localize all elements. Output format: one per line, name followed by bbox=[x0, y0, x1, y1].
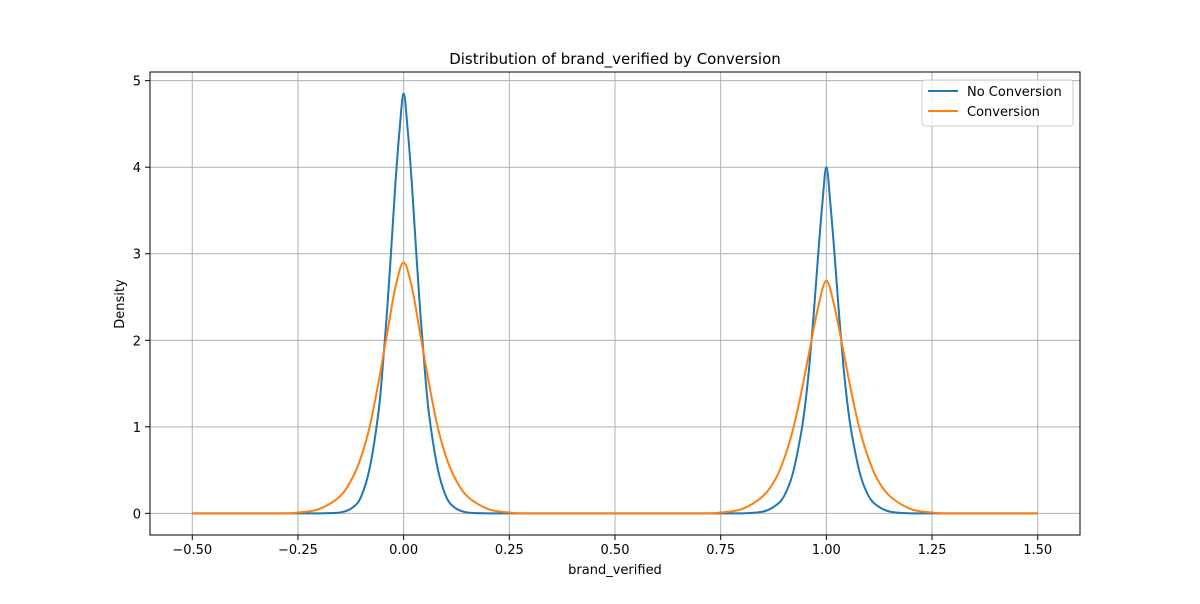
y-tick-label: 2 bbox=[133, 334, 141, 349]
y-tick-label: 0 bbox=[133, 507, 141, 522]
series-line-conversion bbox=[192, 261, 1038, 515]
x-tick-label: −0.25 bbox=[278, 543, 318, 558]
x-tick-label: 0.25 bbox=[495, 543, 524, 558]
legend-label-no-conversion: No Conversion bbox=[967, 85, 1062, 100]
y-axis-ticks: 0 1 2 3 4 5 bbox=[133, 75, 150, 522]
x-tick-label: 0.00 bbox=[389, 543, 418, 558]
y-tick-label: 1 bbox=[133, 421, 141, 436]
x-tick-label: −0.50 bbox=[172, 543, 212, 558]
y-tick-label: 3 bbox=[133, 248, 141, 263]
legend-box bbox=[921, 79, 1074, 127]
x-axis-ticks: −0.50 −0.25 0.00 0.25 0.50 0.75 1.00 1.25 1.50 bbox=[172, 535, 1052, 558]
x-tick-label: 1.50 bbox=[1023, 543, 1052, 558]
legend: No Conversion Conversion bbox=[921, 79, 1074, 127]
chart-title: Distribution of brand_verified by Conver… bbox=[449, 50, 781, 69]
x-axis-title: brand_verified bbox=[568, 563, 662, 578]
y-axis-title: Density bbox=[113, 279, 128, 329]
x-tick-label: 0.75 bbox=[706, 543, 735, 558]
series-layer bbox=[192, 92, 1038, 515]
x-tick-label: 1.25 bbox=[918, 543, 947, 558]
y-tick-label: 5 bbox=[133, 75, 141, 90]
x-tick-label: 1.00 bbox=[812, 543, 841, 558]
y-tick-label: 4 bbox=[133, 161, 141, 176]
x-tick-label: 0.50 bbox=[601, 543, 630, 558]
legend-label-conversion: Conversion bbox=[967, 105, 1040, 120]
